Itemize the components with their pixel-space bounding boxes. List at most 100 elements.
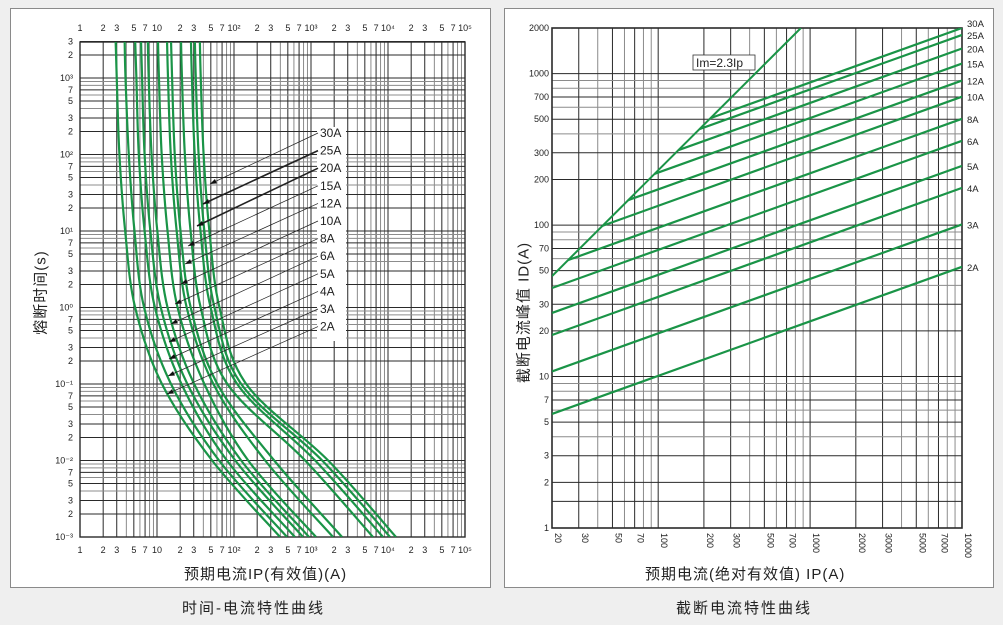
x-tick-label-top: 10⁵ — [458, 23, 472, 33]
y-tick-label: 2000 — [529, 23, 549, 33]
x-tick-label-top: 3 — [422, 23, 427, 33]
arrowhead-icon — [181, 279, 188, 284]
x-tick-label: 100 — [659, 533, 669, 548]
left-chart-caption: 时间-电流特性曲线 — [182, 600, 325, 617]
series-line-3A — [552, 223, 962, 373]
label-box — [317, 127, 346, 341]
y-tick-label: 2 — [68, 50, 73, 60]
leader-line-20A — [196, 167, 319, 227]
x-tick-label: 7000 — [939, 533, 949, 553]
x-tick-label-bottom: 5 — [362, 545, 367, 555]
series-line-4A — [552, 186, 962, 337]
x-tick-label-bottom: 3 — [114, 545, 119, 555]
x-tick-label: 20 — [553, 533, 563, 543]
arrowhead-icon — [169, 354, 176, 359]
x-tick-label-bottom: 10⁴ — [381, 545, 395, 555]
y-tick-label: 5 — [68, 173, 73, 183]
x-tick-label-bottom: 2 — [332, 545, 337, 555]
left-x-axis-title: 预期电流IP(有效值)(A) — [184, 566, 348, 583]
leader-line-3A — [167, 308, 319, 377]
x-tick-label-bottom: 3 — [345, 545, 350, 555]
series-label-3A: 3A — [967, 220, 979, 231]
curve-15A — [179, 42, 374, 537]
right-chart-caption: 截断电流特性曲线 — [676, 600, 813, 617]
x-tick-label-top: 10² — [227, 23, 240, 33]
y-tick-label: 200 — [534, 174, 549, 184]
y-tick-label: 2 — [68, 356, 73, 366]
x-tick-label-top: 2 — [101, 23, 106, 33]
series-line-6A — [552, 139, 962, 290]
curve-label-20A: 20A — [320, 161, 341, 175]
series-label-15A: 15A — [967, 60, 985, 71]
x-tick-label: 1000 — [811, 533, 821, 553]
curves — [114, 42, 397, 537]
y-tick-label: 10⁻³ — [55, 532, 73, 542]
x-tick-label-bottom: 2 — [178, 545, 183, 555]
y-tick-label: 5 — [68, 96, 73, 106]
curve-label-25A: 25A — [320, 144, 341, 158]
annotation-im: Im=2.3Ip — [696, 56, 743, 70]
curve-label-8A: 8A — [320, 232, 335, 246]
x-tick-label: 10000 — [963, 533, 973, 558]
series-line-8A — [567, 117, 962, 262]
x-tick-label-bottom: 7 — [374, 545, 379, 555]
x-tick-label: 70 — [636, 533, 646, 543]
series-label-12A: 12A — [967, 77, 985, 88]
y-tick-label: 70 — [539, 244, 549, 254]
leader-line-25A — [202, 149, 319, 205]
x-tick-label: 2000 — [857, 533, 867, 553]
annotation-box — [692, 54, 756, 71]
curve-label-2A: 2A — [320, 320, 335, 334]
x-tick-label-top: 7 — [297, 23, 302, 33]
curve-25A — [193, 42, 391, 537]
curve-20A — [189, 42, 384, 537]
y-tick-label: 3 — [544, 451, 549, 461]
x-tick-label-top: 10³ — [304, 23, 317, 33]
x-tick-label-bottom: 10³ — [304, 545, 317, 555]
x-tick-label: 200 — [705, 533, 715, 548]
arrowhead-icon — [197, 220, 204, 226]
leader-line-10A — [180, 220, 319, 285]
plot-frame — [551, 27, 963, 529]
x-tick-label-top: 7 — [220, 23, 225, 33]
curve-label-15A: 15A — [320, 179, 341, 193]
x-tick-label-bottom: 5 — [285, 545, 290, 555]
y-tick-label: 10 — [539, 372, 549, 382]
leader-line-2A — [166, 326, 319, 395]
x-tick-label-bottom: 2 — [255, 545, 260, 555]
x-tick-label-bottom: 7 — [297, 545, 302, 555]
leader-line-8A — [174, 238, 319, 305]
arrowhead-icon — [167, 389, 174, 394]
y-tick-label: 5 — [68, 402, 73, 412]
leader-line-6A — [170, 255, 319, 325]
plot-frame — [79, 41, 466, 538]
curve-2A — [114, 42, 281, 537]
y-tick-label: 7 — [68, 85, 73, 95]
x-tick-label: 500 — [765, 533, 775, 548]
y-tick-label: 7 — [68, 391, 73, 401]
x-tick-label: 700 — [788, 533, 798, 548]
lines — [552, 28, 962, 416]
y-tick-label: 50 — [539, 266, 549, 276]
leader-line-30A — [209, 132, 319, 185]
x-tick-label-top: 3 — [345, 23, 350, 33]
y-tick-label: 3 — [68, 496, 73, 506]
curve-label-12A: 12A — [320, 196, 341, 210]
leader-line-15A — [187, 185, 319, 247]
curve-label-4A: 4A — [320, 284, 335, 298]
series-line-25A — [699, 33, 962, 131]
y-tick-label: 100 — [534, 220, 549, 230]
x-tick-label-bottom: 3 — [268, 545, 273, 555]
x-tick-label-bottom: 5 — [208, 545, 213, 555]
series-line-15A — [654, 62, 962, 175]
curve-label-5A: 5A — [320, 267, 335, 281]
y-tick-label: 3 — [68, 343, 73, 353]
curve-label-30A: 30A — [320, 126, 341, 140]
series-label-30A: 30A — [967, 19, 985, 30]
series-line-2A — [552, 265, 962, 416]
y-tick-label: 30 — [539, 299, 549, 309]
x-tick-label-top: 3 — [114, 23, 119, 33]
leader-line-5A — [168, 273, 319, 343]
arrowhead-icon — [185, 259, 192, 264]
